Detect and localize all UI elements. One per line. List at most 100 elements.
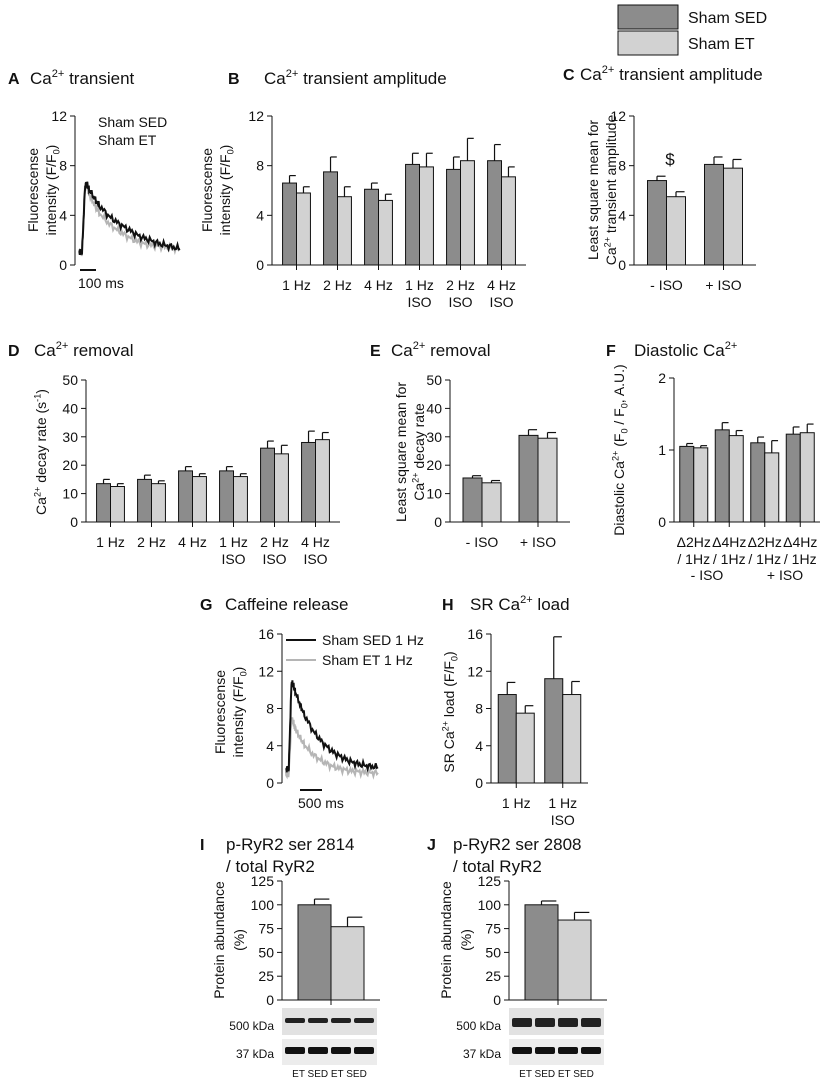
B-bar-et — [460, 160, 475, 266]
J-y-tick-label: 100 — [478, 897, 502, 913]
blot-label-500: 500 kDa — [456, 1019, 501, 1033]
y-axis-label: Ca2+ decay rate (s-1) — [32, 389, 49, 515]
D-bar-et — [274, 453, 289, 523]
group-label: - ISO — [691, 567, 724, 583]
panel-label: I — [200, 837, 204, 854]
y-axis-label: (%) — [458, 929, 474, 951]
F-x-tick-label: / 1Hz — [713, 551, 746, 567]
blot-band-500 — [285, 1018, 305, 1023]
D-x-tick-label: ISO — [262, 551, 286, 567]
B-y-tick-label: 12 — [248, 108, 264, 124]
B-bar-et — [337, 196, 352, 266]
y-axis-label: Protein abundance — [211, 881, 227, 999]
D-bar-et — [315, 439, 330, 523]
D-y-tick-label: 50 — [62, 372, 78, 388]
B-bar-sed — [487, 160, 502, 266]
B-bar-sed — [446, 168, 461, 266]
I-y-tick-label: 125 — [251, 873, 275, 889]
panel-G: G Caffeine release 0 4 8 12 16 Fluorescense inte… — [200, 595, 424, 811]
trace-legend-et: Sham ET — [98, 132, 157, 148]
H-y-tick-label: 0 — [475, 775, 483, 791]
D-y-tick-label: 40 — [62, 400, 78, 416]
C-bar-sed — [704, 163, 724, 266]
blot-band-500 — [331, 1018, 351, 1023]
C-bar-sed — [647, 180, 667, 266]
panel-label: B — [228, 71, 240, 88]
B-x-tick-label: ISO — [448, 294, 472, 310]
y-axis-label: intensity (F/F0) — [217, 145, 236, 236]
panel-title: p-RyR2 ser 2814 — [226, 835, 355, 854]
F-x-tick-label: / 1Hz — [784, 551, 817, 567]
J-y-tick-label: 0 — [493, 992, 501, 1008]
B-x-tick-label: 1 Hz — [405, 277, 434, 293]
C-bar-et — [666, 196, 686, 266]
blot-band-37 — [535, 1047, 555, 1054]
panel-label: G — [200, 597, 212, 614]
D-x-tick-label: 1 Hz — [219, 534, 248, 550]
blot-band-37 — [512, 1047, 532, 1054]
B-x-tick-label: ISO — [489, 294, 513, 310]
J-y-tick-label: 50 — [485, 944, 501, 960]
panel-title: / total RyR2 — [226, 857, 315, 876]
y-axis-label: Fluorescense — [25, 148, 41, 232]
H-bar-sed — [497, 694, 517, 784]
F-x-tick-label: / 1Hz — [748, 551, 781, 567]
D-x-tick-label: ISO — [221, 551, 245, 567]
E-bar-sed — [518, 434, 539, 523]
y-axis-label: intensity (F/F0) — [230, 667, 249, 758]
panel-title: / total RyR2 — [453, 857, 542, 876]
J-bar-sed — [524, 904, 559, 1001]
E-x-tick-label: - ISO — [466, 534, 499, 550]
blot-band-500 — [535, 1018, 555, 1027]
D-bar-sed — [137, 478, 152, 523]
panel-C: C Ca2+ transient amplitude - ISO + ISO 0 4 8 12… — [563, 64, 763, 293]
trace-legend-et: Sham ET 1 Hz — [322, 652, 413, 668]
C-y-tick-label: 8 — [618, 158, 626, 174]
blot-lane-labels: ET SED ET SED — [292, 1069, 367, 1080]
panel-B: B Ca2+ transient amplitude 1 Hz 2 Hz 4 Hz 1 H… — [199, 68, 526, 310]
G-y-tick-label: 8 — [266, 701, 274, 717]
I-y-tick-label: 100 — [251, 897, 275, 913]
panel-label: D — [8, 343, 20, 360]
H-x-tick-label: ISO — [551, 812, 575, 828]
E-y-tick-label: 0 — [434, 514, 442, 530]
F-bar-sed — [679, 445, 695, 523]
F-x-tick-label: Δ2Hz — [677, 534, 711, 550]
D-bar-et — [151, 483, 166, 523]
panel-title: p-RyR2 ser 2808 — [453, 835, 582, 854]
D-bar-et — [110, 486, 125, 523]
A-y-tick-label: 4 — [59, 207, 67, 223]
D-x-tick-label: 2 Hz — [260, 534, 289, 550]
y-axis-label: Least square mean for — [393, 382, 409, 522]
H-y-tick-label: 16 — [467, 626, 483, 642]
legend-swatch-et — [617, 30, 679, 56]
C-y-tick-label: 0 — [618, 257, 626, 273]
C-x-tick-label: + ISO — [705, 277, 741, 293]
panel-label: A — [8, 71, 20, 88]
blot-band-500 — [512, 1018, 532, 1027]
blot-lane-labels: ET SED ET SED — [519, 1069, 594, 1080]
B-bar-et — [378, 199, 393, 266]
trace-legend-sed: Sham SED — [98, 114, 167, 130]
blot-band-37 — [354, 1047, 374, 1054]
E-bar-sed — [462, 477, 483, 523]
B-y-tick-label: 8 — [256, 158, 264, 174]
panel-label: F — [606, 343, 616, 360]
y-axis-label: SR Ca2+ load (F/F0) — [440, 651, 459, 772]
E-y-tick-label: 40 — [426, 400, 442, 416]
B-bar-sed — [364, 188, 379, 266]
G-y-tick-label: 0 — [266, 775, 274, 791]
y-axis-label: Diastolic Ca2+ (F0 / F0, A.U.) — [610, 364, 629, 535]
trace-legend-sed: Sham SED 1 Hz — [322, 632, 424, 648]
I-y-tick-label: 75 — [258, 921, 274, 937]
F-y-tick-label: 1 — [658, 442, 666, 458]
E-y-tick-label: 50 — [426, 372, 442, 388]
B-bar-sed — [282, 182, 297, 266]
blot-label-500: 500 kDa — [229, 1019, 274, 1033]
panel-title: Ca2+ transient amplitude — [264, 68, 447, 88]
F-y-tick-label: 0 — [658, 514, 666, 530]
B-bar-sed — [323, 171, 338, 266]
B-bar-et — [419, 166, 434, 266]
